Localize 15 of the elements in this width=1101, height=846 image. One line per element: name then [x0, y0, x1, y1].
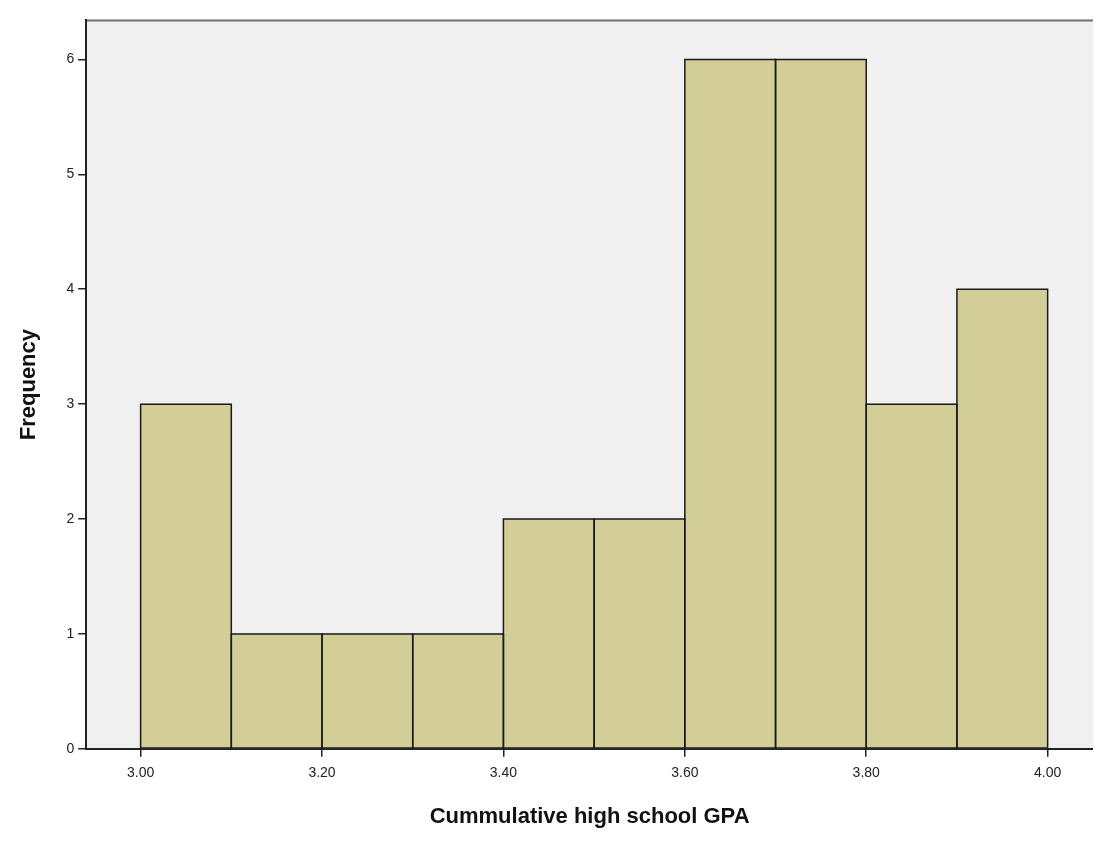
y-tick-label: 3 — [66, 394, 75, 411]
x-axis-title: Cummulative high school GPA — [429, 802, 750, 828]
x-tick-label: 3.20 — [308, 764, 336, 781]
x-tick-label: 3.60 — [671, 764, 699, 781]
y-tick-label: 0 — [66, 739, 75, 756]
y-axis-title: Frequency — [15, 328, 41, 441]
x-tick-label: 3.80 — [852, 764, 881, 781]
y-tick-label: 4 — [66, 280, 75, 297]
y-tick-label: 1 — [66, 624, 75, 641]
y-tick-label: 5 — [66, 165, 75, 182]
x-tick-label: 3.00 — [126, 764, 155, 781]
x-tick-label: 4.00 — [1034, 764, 1062, 781]
y-tick-label: 2 — [66, 509, 75, 526]
x-tick-label: 3.40 — [489, 764, 518, 781]
y-tick-label: 6 — [66, 50, 75, 67]
